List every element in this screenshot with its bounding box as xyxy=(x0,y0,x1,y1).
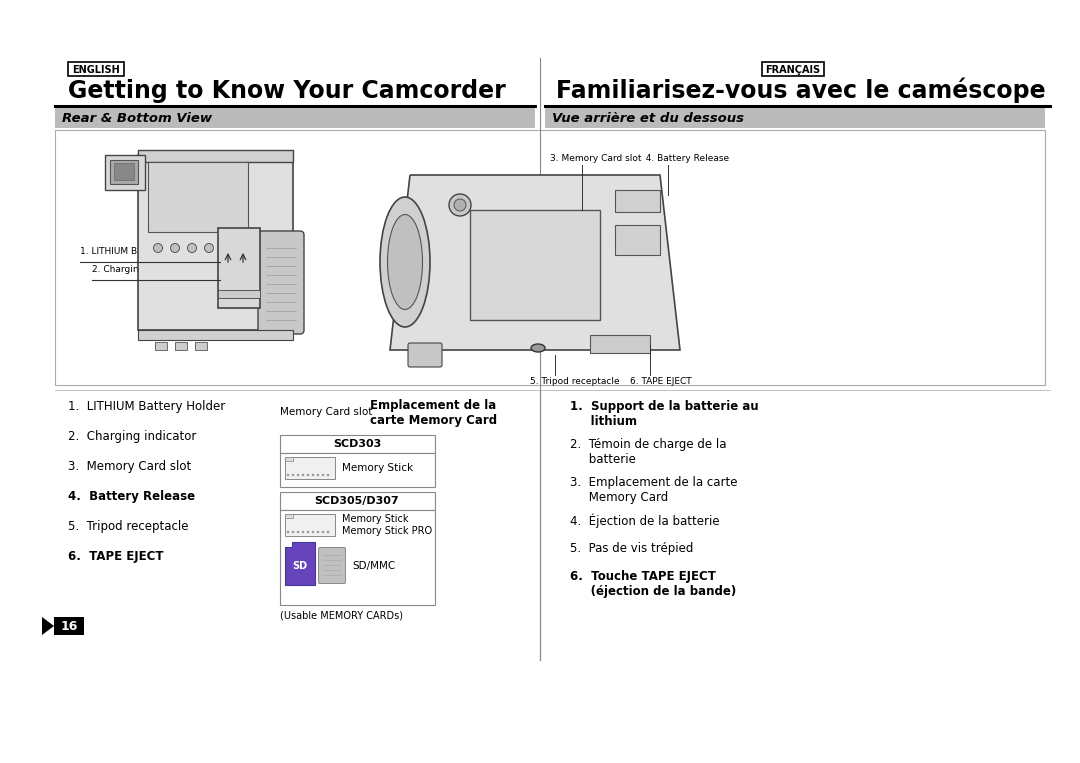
Ellipse shape xyxy=(531,344,545,352)
Ellipse shape xyxy=(327,474,329,476)
Bar xyxy=(470,210,600,320)
Text: SD: SD xyxy=(293,561,308,571)
Bar xyxy=(615,225,660,255)
Ellipse shape xyxy=(287,474,289,476)
Bar xyxy=(54,617,84,635)
Bar xyxy=(55,108,535,128)
Ellipse shape xyxy=(380,197,430,327)
Bar xyxy=(105,155,145,190)
Ellipse shape xyxy=(307,474,309,476)
Text: 2.  Témoin de charge de la
     batterie: 2. Témoin de charge de la batterie xyxy=(570,438,727,466)
Text: Memory Stick: Memory Stick xyxy=(342,463,414,473)
Text: 1. LITHIUM Battery Holder: 1. LITHIUM Battery Holder xyxy=(80,247,198,256)
PathPatch shape xyxy=(390,175,680,350)
Text: 4.  Battery Release: 4. Battery Release xyxy=(68,490,195,503)
Ellipse shape xyxy=(297,474,299,476)
Ellipse shape xyxy=(316,531,320,533)
Bar xyxy=(218,290,260,298)
Polygon shape xyxy=(42,617,54,635)
Text: 5.  Tripod receptacle: 5. Tripod receptacle xyxy=(68,520,189,533)
Ellipse shape xyxy=(307,531,309,533)
Text: 6.  TAPE EJECT: 6. TAPE EJECT xyxy=(68,550,163,563)
Text: 2. Charging indicator: 2. Charging indicator xyxy=(92,265,187,274)
Text: 5. Tripod receptacle: 5. Tripod receptacle xyxy=(530,377,620,386)
Bar xyxy=(156,342,167,350)
Bar xyxy=(218,228,260,308)
Ellipse shape xyxy=(297,531,299,533)
Ellipse shape xyxy=(322,474,324,476)
Text: 3. Memory Card slot: 3. Memory Card slot xyxy=(550,154,642,163)
Text: FRANÇAIS: FRANÇAIS xyxy=(766,65,821,75)
Ellipse shape xyxy=(292,474,294,476)
Bar xyxy=(195,342,207,350)
Text: Emplacement de la
carte Memory Card: Emplacement de la carte Memory Card xyxy=(370,399,497,427)
Text: 6.  Touche TAPE EJECT
     (éjection de la bande): 6. Touche TAPE EJECT (éjection de la ban… xyxy=(570,570,737,598)
Text: Familiarisez-vous avec le caméscope: Familiarisez-vous avec le caméscope xyxy=(556,78,1045,103)
Text: 1.  LITHIUM Battery Holder: 1. LITHIUM Battery Holder xyxy=(68,400,226,413)
Ellipse shape xyxy=(204,243,214,253)
Bar xyxy=(148,162,248,232)
Ellipse shape xyxy=(287,531,289,533)
Bar xyxy=(280,492,435,510)
Text: 4. Battery Release: 4. Battery Release xyxy=(640,154,729,163)
Ellipse shape xyxy=(301,474,305,476)
FancyBboxPatch shape xyxy=(68,62,124,76)
Ellipse shape xyxy=(322,531,324,533)
Text: 5.  Pas de vis trépied: 5. Pas de vis trépied xyxy=(570,542,693,555)
Ellipse shape xyxy=(454,199,465,211)
Bar xyxy=(175,342,187,350)
FancyBboxPatch shape xyxy=(285,514,293,518)
Text: SD/MMC: SD/MMC xyxy=(352,561,395,571)
Text: Getting to Know Your Camcorder: Getting to Know Your Camcorder xyxy=(68,79,505,103)
FancyBboxPatch shape xyxy=(762,62,824,76)
Bar xyxy=(55,130,1045,385)
Bar xyxy=(615,190,660,212)
Text: Memory Stick
Memory Stick PRO: Memory Stick Memory Stick PRO xyxy=(342,514,432,536)
Text: SCD305/D307: SCD305/D307 xyxy=(314,496,400,506)
Bar xyxy=(138,155,293,330)
Text: 4.  Éjection de la batterie: 4. Éjection de la batterie xyxy=(570,514,719,529)
Text: 3.  Emplacement de la carte
     Memory Card: 3. Emplacement de la carte Memory Card xyxy=(570,476,738,504)
Text: ENGLISH: ENGLISH xyxy=(72,65,120,75)
Ellipse shape xyxy=(292,531,294,533)
Bar xyxy=(280,453,435,487)
Ellipse shape xyxy=(312,531,314,533)
Text: (Usable MEMORY CARDs): (Usable MEMORY CARDs) xyxy=(280,610,403,620)
Text: Memory Card slot: Memory Card slot xyxy=(280,407,373,417)
FancyBboxPatch shape xyxy=(408,343,442,367)
Bar xyxy=(280,510,435,605)
Ellipse shape xyxy=(316,474,320,476)
Text: 2.  Charging indicator: 2. Charging indicator xyxy=(68,430,197,443)
Bar xyxy=(138,150,293,162)
Bar xyxy=(590,335,650,353)
Text: 6. TAPE EJECT: 6. TAPE EJECT xyxy=(630,377,691,386)
Ellipse shape xyxy=(153,243,162,253)
Bar xyxy=(138,330,293,340)
FancyBboxPatch shape xyxy=(285,457,293,461)
Ellipse shape xyxy=(301,531,305,533)
Ellipse shape xyxy=(388,214,422,310)
Text: Vue arrière et du dessous: Vue arrière et du dessous xyxy=(552,112,744,125)
Bar xyxy=(114,163,134,180)
FancyBboxPatch shape xyxy=(319,548,346,584)
Text: SCD303: SCD303 xyxy=(333,439,381,449)
Bar xyxy=(285,514,335,536)
Ellipse shape xyxy=(171,243,179,253)
PathPatch shape xyxy=(285,542,315,585)
Ellipse shape xyxy=(312,474,314,476)
Bar xyxy=(110,160,138,184)
Text: 1.  Support de la batterie au
     lithium: 1. Support de la batterie au lithium xyxy=(570,400,758,428)
Ellipse shape xyxy=(188,243,197,253)
Bar xyxy=(285,457,335,479)
FancyBboxPatch shape xyxy=(258,231,303,334)
Text: 16: 16 xyxy=(60,620,78,633)
Ellipse shape xyxy=(449,194,471,216)
Bar xyxy=(545,108,1045,128)
Text: 3.  Memory Card slot: 3. Memory Card slot xyxy=(68,460,191,473)
Ellipse shape xyxy=(327,531,329,533)
Text: Rear & Bottom View: Rear & Bottom View xyxy=(62,112,212,125)
Bar xyxy=(280,435,435,453)
